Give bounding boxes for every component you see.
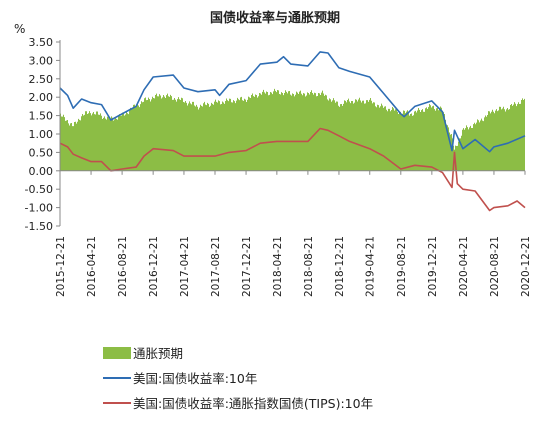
y-tick-label: 2.50 [29, 73, 54, 86]
legend-label: 通胀预期 [133, 346, 183, 361]
x-tick-label: 2018-04-21 [272, 236, 284, 297]
y-tick-label: 3.50 [29, 36, 54, 49]
x-tick-label: 2016-12-21 [148, 236, 160, 297]
y-tick-label: 3.00 [29, 54, 54, 67]
x-tick-label: 2020-04-21 [458, 236, 470, 297]
y-tick-label: 2.00 [29, 91, 54, 104]
x-tick-label: 2016-04-21 [86, 236, 98, 297]
y-tick-label: 0.50 [29, 146, 54, 159]
x-tick-label: 2018-12-21 [334, 236, 346, 297]
series-line-10y-treasury [59, 51, 526, 153]
x-tick-label: 2017-12-21 [241, 236, 253, 297]
x-tick-label: 2019-12-21 [427, 236, 439, 297]
x-tick-label: 2017-08-21 [210, 236, 222, 297]
y-axis-unit: % [14, 22, 25, 36]
legend-label: 美国:国债收益率:10年 [133, 371, 257, 386]
y-tick-label: -0.50 [25, 183, 53, 196]
x-tick-label: 2019-04-21 [365, 236, 377, 297]
series-line-10y-tips [59, 127, 526, 212]
x-tick-label: 2018-08-21 [303, 236, 315, 297]
legend-item: 美国:国债收益率:通胀指数国债(TIPS):10年 [103, 396, 373, 411]
series-area-inflation-expectation [60, 88, 525, 171]
y-axis: 3.50 3.00 2.50 2.00 1.50 1.00 0.50 0.00 -0.50 -1.… [25, 36, 61, 233]
x-tick-label: 2020-08-21 [489, 236, 501, 297]
legend-item: 美国:国债收益率:10年 [103, 371, 257, 386]
plot-area [59, 51, 526, 212]
x-tick-label: 2019-08-21 [396, 236, 408, 297]
legend-swatch [103, 347, 131, 359]
legend-item: 通胀预期 [103, 346, 183, 361]
y-tick-label: 1.50 [29, 110, 54, 123]
x-axis: 2015-12-21 2016-04-21 2016-08-21 2016-12-21… [55, 170, 532, 297]
y-tick-label: 0.00 [29, 165, 54, 178]
y-tick-label: -1.50 [25, 220, 53, 233]
legend-label: 美国:国债收益率:通胀指数国债(TIPS):10年 [133, 396, 373, 411]
chart-title: 国债收益率与通胀预期 [210, 10, 340, 26]
y-tick-label: -1.00 [25, 202, 53, 215]
x-tick-label: 2016-08-21 [117, 236, 129, 297]
x-tick-label: 2020-12-21 [520, 236, 532, 297]
x-tick-label: 2017-04-21 [179, 236, 191, 297]
legend: 通胀预期美国:国债收益率:10年美国:国债收益率:通胀指数国债(TIPS):10… [103, 346, 373, 411]
x-tick-label: 2015-12-21 [55, 236, 67, 297]
y-tick-label: 1.00 [29, 128, 54, 141]
